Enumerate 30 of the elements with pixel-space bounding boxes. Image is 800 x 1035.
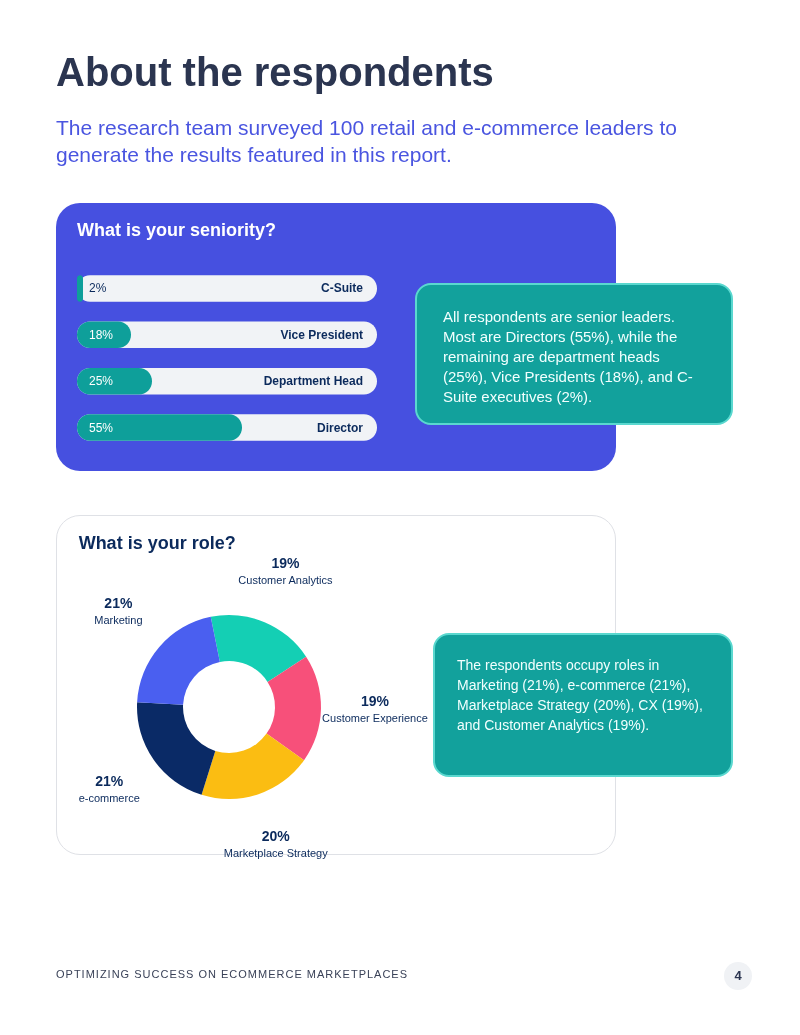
data-label: 20% <box>261 828 291 845</box>
chart-title: What is your seniority? <box>77 220 277 240</box>
data-label: 18% <box>89 327 114 342</box>
data-label: 2% <box>89 281 107 296</box>
chart-title: What is your role? <box>78 533 236 554</box>
text: About the respondents <box>56 50 494 95</box>
slice-label: e-commerce <box>78 792 140 805</box>
data-label: 25% <box>89 374 114 389</box>
text: OPTIMIZING SUCCESS ON ECOMMERCE MARKETPLACES <box>56 968 409 980</box>
text: 4 <box>724 962 752 990</box>
y-tick-label: Director <box>316 420 364 435</box>
text: The research team surveyed 100 retail and e-commerce leaders to generate the results featured in this report. <box>56 115 678 168</box>
data-label: 19% <box>271 555 300 572</box>
donut-slice <box>266 656 321 761</box>
donut-slice <box>210 615 307 682</box>
slice-label: Customer Experience <box>322 711 428 724</box>
slice-label: Marketplace Strategy <box>223 847 329 860</box>
data-label: 19% <box>360 692 390 709</box>
slice-label: Marketing <box>94 613 143 626</box>
data-label: 21% <box>95 773 124 790</box>
donut-slice <box>137 702 216 795</box>
y-tick-label: C-Suite <box>321 281 364 296</box>
text: The respondents occupy roles in Marketing (21%), e-commerce (21%), Marketplace Strategy (20%), CX (19%), and Customer Analytics (19%). <box>433 633 733 777</box>
data-label: 55% <box>89 420 114 435</box>
slice-label: Customer Analytics <box>238 574 333 587</box>
text: All respondents are senior leaders. Most are Directors (55%), while the remaining are department heads (25%), Vice Presidents (18%), and C-Suite executives (2%). <box>415 283 733 425</box>
data-label: 21% <box>104 594 133 611</box>
y-tick-label: Department Head <box>263 374 363 389</box>
y-tick-label: Vice President <box>280 327 363 342</box>
donut-slice <box>201 733 305 799</box>
